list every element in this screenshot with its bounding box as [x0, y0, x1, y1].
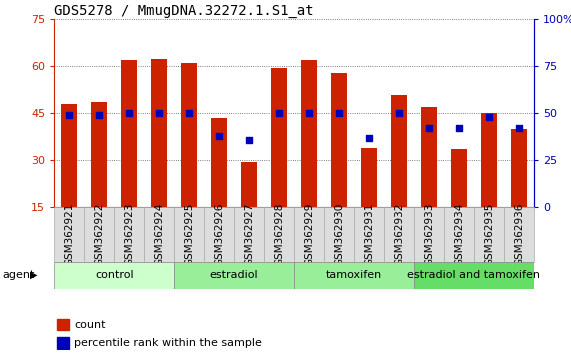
Text: count: count: [74, 320, 106, 330]
Text: GSM362927: GSM362927: [244, 203, 254, 266]
Bar: [421, 107, 437, 207]
Bar: [294, 207, 324, 262]
Point: [95, 112, 104, 118]
Bar: [204, 207, 234, 262]
Text: GSM362924: GSM362924: [154, 203, 164, 266]
Bar: [354, 207, 384, 262]
Text: GSM362925: GSM362925: [184, 203, 194, 266]
Text: control: control: [95, 270, 134, 280]
Point: [335, 110, 344, 116]
Bar: [294, 262, 414, 289]
Bar: [54, 207, 85, 262]
Bar: [121, 60, 138, 207]
Point: [514, 125, 524, 131]
Bar: [444, 207, 474, 262]
Bar: [504, 207, 534, 262]
Point: [184, 110, 194, 116]
Bar: [510, 129, 527, 207]
Point: [395, 110, 404, 116]
Bar: [264, 207, 294, 262]
Point: [244, 137, 254, 142]
Text: estradiol and tamoxifen: estradiol and tamoxifen: [408, 270, 540, 280]
Bar: [91, 102, 107, 207]
Text: GSM362930: GSM362930: [334, 203, 344, 266]
Text: GSM362931: GSM362931: [364, 203, 374, 266]
Text: GSM362932: GSM362932: [394, 203, 404, 266]
Text: GSM362934: GSM362934: [454, 203, 464, 266]
Bar: [234, 207, 264, 262]
Bar: [481, 113, 497, 207]
Text: percentile rank within the sample: percentile rank within the sample: [74, 338, 262, 348]
Bar: [451, 149, 467, 207]
Point: [364, 135, 373, 141]
Bar: [61, 104, 78, 207]
Bar: [181, 63, 198, 207]
Bar: [144, 207, 174, 262]
Point: [65, 112, 74, 118]
Text: GSM362935: GSM362935: [484, 203, 494, 266]
Bar: [57, 337, 69, 349]
Text: GSM362921: GSM362921: [64, 203, 74, 266]
Point: [275, 110, 284, 116]
Point: [304, 110, 313, 116]
Text: GSM362936: GSM362936: [514, 203, 524, 266]
Bar: [54, 262, 174, 289]
Point: [455, 125, 464, 131]
Bar: [271, 68, 287, 207]
Bar: [85, 207, 114, 262]
Point: [124, 110, 134, 116]
Text: GSM362929: GSM362929: [304, 203, 314, 266]
Bar: [211, 118, 227, 207]
Bar: [151, 58, 167, 207]
Bar: [324, 207, 354, 262]
Bar: [391, 95, 407, 207]
Text: GSM362922: GSM362922: [94, 203, 104, 266]
Text: GSM362928: GSM362928: [274, 203, 284, 266]
Bar: [384, 207, 414, 262]
Text: GSM362923: GSM362923: [124, 203, 134, 266]
Text: GDS5278 / MmugDNA.32272.1.S1_at: GDS5278 / MmugDNA.32272.1.S1_at: [54, 5, 314, 18]
Point: [155, 110, 164, 116]
Bar: [174, 207, 204, 262]
Bar: [241, 162, 258, 207]
Point: [424, 125, 433, 131]
Bar: [174, 262, 294, 289]
Bar: [414, 207, 444, 262]
Bar: [114, 207, 144, 262]
Text: estradiol: estradiol: [210, 270, 259, 280]
Text: agent: agent: [3, 270, 35, 280]
Text: tamoxifen: tamoxifen: [326, 270, 382, 280]
Bar: [361, 148, 377, 207]
Bar: [57, 319, 69, 330]
Bar: [331, 73, 347, 207]
Text: ▶: ▶: [30, 270, 37, 280]
Bar: [301, 60, 317, 207]
Point: [215, 133, 224, 139]
Bar: [474, 207, 504, 262]
Bar: [414, 262, 534, 289]
Text: GSM362933: GSM362933: [424, 203, 434, 266]
Point: [484, 114, 493, 120]
Text: GSM362926: GSM362926: [214, 203, 224, 266]
